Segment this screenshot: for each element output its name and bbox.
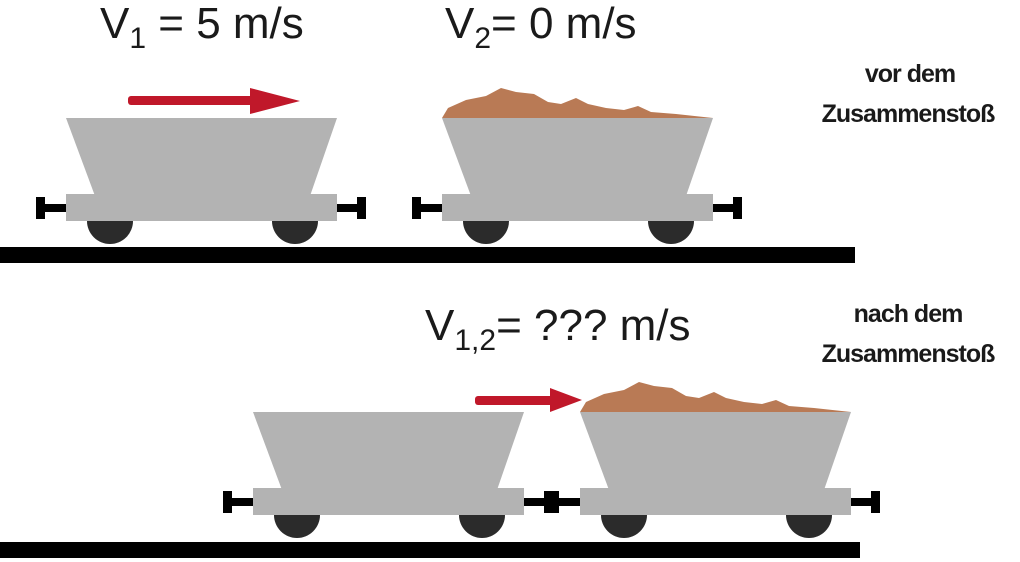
empty-wagon [223,412,553,538]
v12-label: V1,2= ??? m/s [425,301,691,357]
loaded-wagon [412,88,742,244]
loaded-wagon [550,382,880,538]
arrow-icon [128,88,300,114]
before-scene: V1 = 5 m/s V2= 0 m/s vor dem Zusammensto… [0,0,996,263]
before-label-line2: Zusammenstoß [822,100,995,128]
before-label-line1: vor dem [865,60,955,88]
rail [0,542,860,558]
after-label-line1: nach dem [854,300,963,328]
v2-label: V2= 0 m/s [445,0,637,55]
empty-wagon [36,118,366,244]
rail [0,247,855,263]
after-label-line2: Zusammenstoß [822,340,995,368]
v1-label: V1 = 5 m/s [100,0,304,55]
after-scene: V1,2= ??? m/s nach dem Zusammenstoß [0,300,996,558]
arrow-icon [475,388,582,412]
